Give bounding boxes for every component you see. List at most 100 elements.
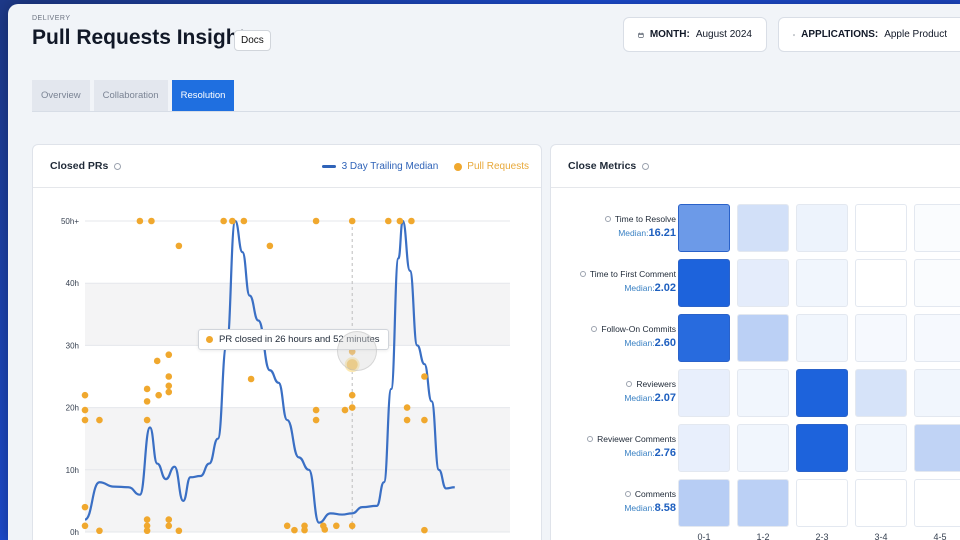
- page-title: Pull Requests Insights: [32, 26, 258, 49]
- pr-dot: [148, 217, 155, 225]
- heatmap-cell[interactable]: [678, 314, 730, 362]
- pr-dot: [81, 503, 89, 511]
- closed-prs-panel: Closed PRs 3 Day Trailing Median Pull Re…: [32, 144, 542, 540]
- pointer-cursor: [337, 331, 377, 371]
- info-icon[interactable]: [624, 491, 631, 497]
- y-tick-label: 50h+: [61, 217, 79, 226]
- tab-overview[interactable]: Overview: [32, 80, 90, 111]
- heatmap-cell[interactable]: [914, 314, 960, 362]
- pr-dot: [312, 416, 320, 424]
- pr-dot: [291, 526, 298, 534]
- heatmap-column-label: 3-4: [874, 532, 888, 540]
- pr-dot: [266, 242, 274, 250]
- heatmap-cell[interactable]: [678, 259, 730, 307]
- applications-filter-key: APPLICATIONS:: [801, 29, 879, 40]
- heatmap-cell[interactable]: [796, 314, 848, 362]
- heatmap-cell[interactable]: [914, 259, 960, 307]
- heatmap-cell[interactable]: [914, 479, 960, 527]
- heatmap-cell[interactable]: [855, 479, 907, 527]
- metric-name: Reviewer Comments: [597, 434, 676, 444]
- docs-button[interactable]: Docs: [234, 30, 271, 51]
- pr-dot: [312, 217, 320, 225]
- tab-resolution[interactable]: Resolution: [171, 80, 235, 111]
- heatmap-cell[interactable]: [678, 479, 730, 527]
- metric-median: 8.58: [654, 502, 676, 514]
- metric-row-label: Time to Resolve Median:16.21: [604, 214, 676, 239]
- pr-dot: [403, 416, 411, 424]
- applications-filter-value: Apple Product: [884, 29, 948, 40]
- info-icon[interactable]: [626, 381, 633, 387]
- info-icon[interactable]: [579, 271, 586, 277]
- pr-dot: [165, 351, 173, 359]
- applications-filter[interactable]: APPLICATIONS: Apple Product: [778, 17, 960, 52]
- month-filter-key: MONTH:: [649, 29, 690, 40]
- heatmap-cell[interactable]: [737, 369, 789, 417]
- heatmap-cell[interactable]: [678, 204, 730, 252]
- metric-row-label: Time to First Comment Median:2.02: [579, 269, 676, 294]
- info-icon[interactable]: [642, 162, 650, 170]
- pr-dot: [175, 527, 183, 535]
- grid-band: [85, 407, 510, 470]
- heatmap-cell[interactable]: [914, 424, 960, 472]
- pr-dot: [283, 522, 291, 530]
- y-tick-label: 10h: [66, 466, 79, 475]
- dot-swatch-icon: [454, 162, 463, 171]
- metric-median: 2.76: [654, 447, 676, 459]
- heatmap-cell[interactable]: [855, 314, 907, 362]
- pr-dot: [143, 527, 151, 535]
- pr-dot: [229, 217, 236, 225]
- legend-prs-label: Pull Requests: [467, 161, 529, 172]
- heatmap-cell[interactable]: [855, 424, 907, 472]
- pr-dot: [240, 217, 248, 225]
- pr-dot: [96, 527, 103, 535]
- app-window: DELIVERY Pull Requests Insights Docs MON…: [8, 4, 960, 540]
- pr-dot: [165, 388, 173, 396]
- pr-dot: [143, 385, 151, 393]
- heatmap-cell[interactable]: [855, 259, 907, 307]
- legend-median[interactable]: 3 Day Trailing Median: [321, 161, 438, 172]
- y-tick-label: 30h: [66, 341, 79, 350]
- heatmap-cell[interactable]: [678, 424, 730, 472]
- pr-dot: [247, 375, 255, 383]
- pr-dot: [341, 406, 349, 414]
- heatmap-cell[interactable]: [796, 424, 848, 472]
- metric-name: Time to First Comment: [589, 269, 676, 279]
- closed-prs-chart[interactable]: 0h 10h 20h 30h 40h 50h+: [33, 189, 542, 540]
- y-tick-label: 40h: [66, 279, 79, 288]
- legend-prs[interactable]: Pull Requests: [454, 161, 529, 172]
- heatmap-cell[interactable]: [737, 424, 789, 472]
- heatmap-cell[interactable]: [737, 259, 789, 307]
- month-filter[interactable]: MONTH: August 2024: [623, 17, 767, 52]
- pr-dot: [155, 391, 162, 399]
- heatmap-column-label: 2-3: [815, 532, 829, 540]
- heatmap-cell[interactable]: [796, 479, 848, 527]
- metric-median: 2.07: [654, 392, 676, 404]
- pr-dot: [321, 526, 329, 533]
- tab-bar: Overview Collaboration Resolution: [32, 80, 235, 111]
- info-icon[interactable]: [604, 216, 611, 222]
- pr-dot: [143, 398, 151, 405]
- heatmap-cell[interactable]: [737, 314, 789, 362]
- heatmap-cell[interactable]: [796, 204, 848, 252]
- closed-prs-title: Closed PRs: [50, 160, 109, 172]
- heatmap-cell[interactable]: [914, 369, 960, 417]
- heatmap-cell[interactable]: [914, 204, 960, 252]
- heatmap-cell[interactable]: [855, 369, 907, 417]
- pr-dot: [403, 404, 411, 411]
- y-tick-label: 20h: [66, 404, 79, 413]
- median-caption: Median:: [624, 393, 655, 403]
- pr-dot: [348, 217, 356, 225]
- info-icon[interactable]: [114, 162, 122, 170]
- heatmap-cell[interactable]: [737, 479, 789, 527]
- heatmap-cell[interactable]: [678, 369, 730, 417]
- close-metrics-header: Close Metrics: [551, 145, 960, 188]
- info-icon[interactable]: [587, 436, 594, 442]
- tab-collaboration[interactable]: Collaboration: [93, 80, 168, 111]
- heatmap-cell[interactable]: [855, 204, 907, 252]
- info-icon[interactable]: [591, 326, 598, 332]
- heatmap-cell[interactable]: [737, 204, 789, 252]
- median-caption: Median:: [624, 338, 655, 348]
- heatmap-cell[interactable]: [796, 369, 848, 417]
- median-caption: Median:: [618, 228, 649, 238]
- heatmap-cell[interactable]: [796, 259, 848, 307]
